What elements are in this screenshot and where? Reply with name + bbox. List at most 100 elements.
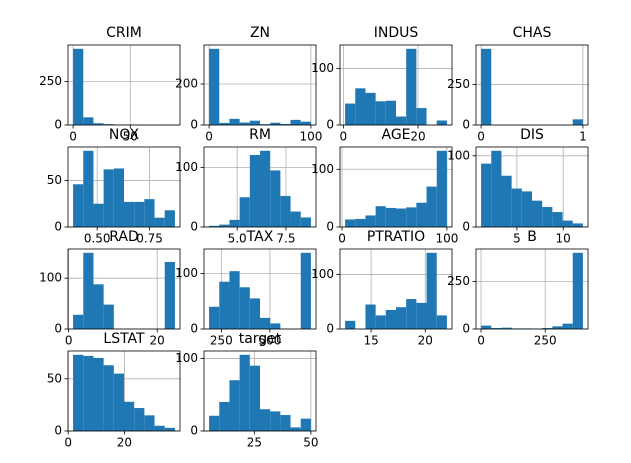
subplot-title: LSTAT <box>103 331 145 347</box>
bar <box>300 418 311 431</box>
bar <box>365 215 376 227</box>
bar <box>521 191 532 227</box>
bar <box>103 304 114 329</box>
subplot: 15 20 0 100 PTRATIO <box>311 229 453 348</box>
y-tick-label: 0 <box>190 424 198 438</box>
y-tick-label: 100 <box>175 266 198 280</box>
x-tick-label: 7.5 <box>276 232 295 246</box>
bar <box>219 224 230 227</box>
bar <box>572 119 583 125</box>
y-tick-label: 0 <box>54 424 62 438</box>
subplot: 0 20 0 50 LSTAT <box>47 331 181 450</box>
bar <box>73 314 84 329</box>
bar <box>209 415 220 431</box>
x-tick-label: 0 <box>477 130 485 144</box>
subplot-title: CRIM <box>106 25 142 41</box>
bar <box>491 150 502 227</box>
bar <box>134 201 145 227</box>
y-tick-label: 50 <box>47 371 62 385</box>
x-tick-label: 10 <box>556 232 571 246</box>
bar <box>239 287 250 329</box>
x-tick-label: 0 <box>338 232 346 246</box>
axes-frame <box>67 146 181 228</box>
bar <box>144 415 155 431</box>
y-tick-label: 100 <box>311 162 334 176</box>
subplot-title: CHAS <box>513 25 552 41</box>
x-tick-label: 25 <box>247 436 262 450</box>
axes-frame <box>203 146 317 228</box>
bar <box>355 88 366 125</box>
bar <box>416 202 427 227</box>
bar <box>396 116 407 125</box>
bar <box>83 252 94 329</box>
x-tick-label: 100 <box>299 130 322 144</box>
bar <box>83 117 94 125</box>
bar <box>290 211 301 227</box>
subplot-title: DIS <box>520 127 544 143</box>
y-tick-label: 200 <box>175 77 198 91</box>
axes-frame <box>475 146 589 228</box>
bar <box>93 203 104 227</box>
y-tick-label: 0 <box>462 220 470 234</box>
bar <box>154 425 165 431</box>
bar <box>562 220 573 227</box>
bar <box>209 225 220 227</box>
y-tick-label: 0 <box>326 322 334 336</box>
bar <box>406 207 417 227</box>
bar <box>260 317 271 329</box>
bar <box>385 100 396 125</box>
bar <box>481 163 492 227</box>
axes-frame <box>339 44 453 126</box>
y-tick-label: 100 <box>311 267 334 281</box>
x-tick-label: 0 <box>69 130 77 144</box>
bar <box>491 328 502 329</box>
y-tick-label: 0 <box>462 118 470 132</box>
bar <box>154 217 165 227</box>
y-tick-label: 100 <box>39 271 62 285</box>
bar <box>219 401 230 431</box>
y-tick-label: 0 <box>326 118 334 132</box>
y-tick-label: 250 <box>39 74 62 88</box>
bar <box>164 427 175 431</box>
subplot-title: NOX <box>109 127 140 143</box>
bar <box>385 309 396 329</box>
bar <box>300 217 311 227</box>
bar <box>532 200 543 227</box>
bar <box>345 320 356 329</box>
bar <box>249 298 260 329</box>
bar <box>280 196 291 227</box>
bar <box>385 207 396 227</box>
bar <box>260 124 271 125</box>
bar <box>229 219 240 227</box>
bar <box>73 48 84 125</box>
bar <box>229 380 240 431</box>
bar <box>572 252 583 329</box>
x-tick-label: 0 <box>64 436 72 450</box>
y-tick-label: 100 <box>175 160 198 174</box>
bar <box>396 208 407 227</box>
bar <box>511 188 522 227</box>
bar <box>501 327 512 329</box>
x-tick-label: 250 <box>534 334 557 348</box>
bar <box>239 354 250 431</box>
y-tick-label: 100 <box>447 148 470 162</box>
bar <box>219 122 230 125</box>
bar <box>562 323 573 329</box>
bar <box>93 123 104 125</box>
x-tick-label: 500 <box>258 334 281 348</box>
subplot: 0 1 0 250 CHAS <box>447 25 589 144</box>
bar <box>426 252 437 329</box>
x-tick-label: 20 <box>418 334 433 348</box>
bar <box>134 408 145 431</box>
axes-frame <box>67 248 181 330</box>
x-tick-label: 0.75 <box>136 232 163 246</box>
bar <box>290 427 301 431</box>
bar <box>406 48 417 125</box>
bar <box>501 175 512 227</box>
axes-frame <box>475 248 589 330</box>
bar <box>436 315 447 329</box>
bar <box>144 199 155 227</box>
axes-frame <box>203 350 317 432</box>
bar <box>542 207 553 227</box>
